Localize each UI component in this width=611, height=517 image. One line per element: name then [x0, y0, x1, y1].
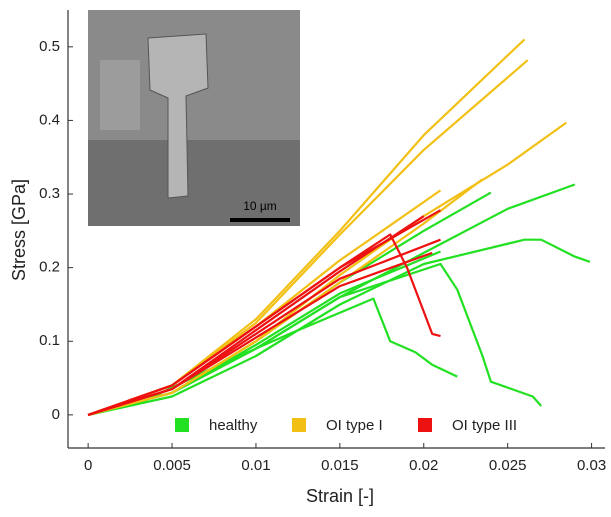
y-axis-label: Stress [GPa]: [9, 179, 29, 281]
x-tick-label: 0.02: [409, 457, 438, 474]
plot-area: [87, 38, 591, 416]
y-tick-label: 0.2: [39, 259, 60, 276]
curve: [87, 262, 543, 416]
curve: [87, 251, 433, 416]
x-tick-label: 0.025: [489, 457, 527, 474]
x-tick-label: 0.005: [153, 457, 191, 474]
inset-rubble: [88, 140, 300, 226]
inset-pillar: [147, 33, 209, 199]
legend-label: healthy: [209, 417, 258, 434]
x-tick-label: 0.01: [241, 457, 270, 474]
y-tick-label: 0.4: [39, 111, 60, 128]
scale-label: 10 µm: [243, 199, 277, 213]
legend-swatch: [418, 418, 432, 432]
x-tick-label: 0.03: [577, 457, 606, 474]
inset-image: 10 µm: [88, 10, 300, 226]
legend-label: OI type III: [452, 417, 517, 434]
curve: [87, 238, 591, 416]
x-tick-label: 0.015: [321, 457, 359, 474]
y-tick-label: 0.5: [39, 38, 60, 55]
legend-swatch: [292, 418, 306, 432]
y-tick-label: 0.3: [39, 185, 60, 202]
y-tick-label: 0: [52, 406, 60, 423]
scale-bar: [230, 218, 290, 222]
curve: [87, 238, 441, 416]
legend-label: OI type I: [326, 417, 383, 434]
inset-rubble: [100, 60, 140, 130]
legend-swatch: [175, 418, 189, 432]
y-tick-label: 0.1: [39, 332, 60, 349]
x-axis-label: Strain [-]: [306, 486, 374, 506]
x-tick-label: 0: [84, 457, 92, 474]
